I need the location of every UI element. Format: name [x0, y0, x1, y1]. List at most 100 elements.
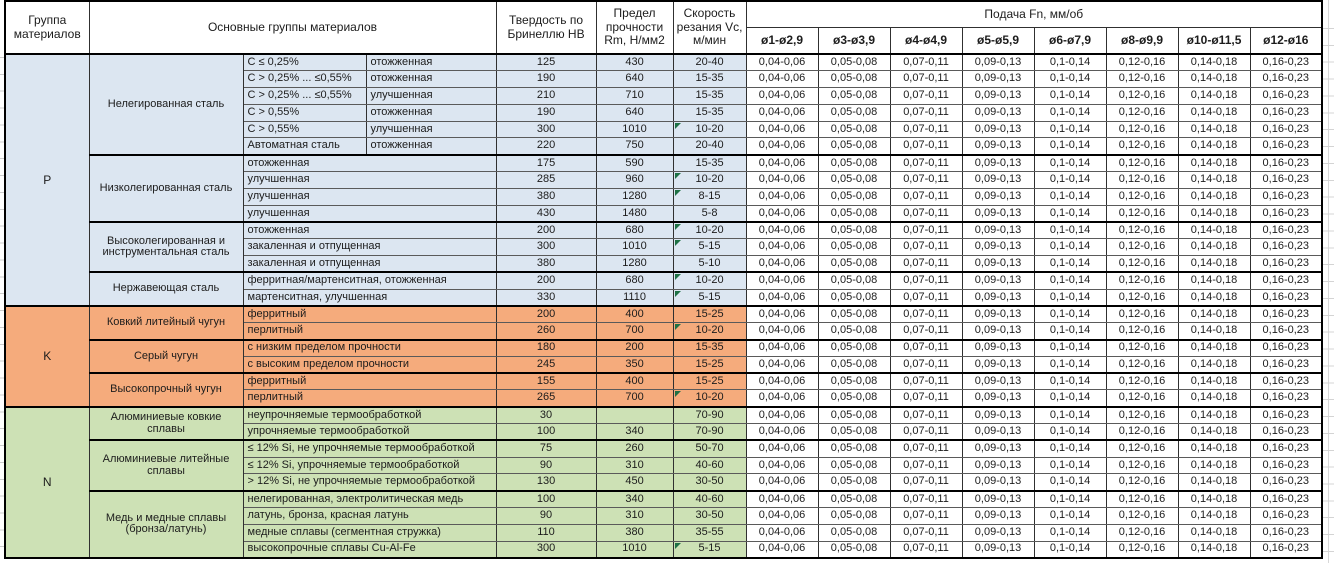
speed-value: 70-90: [695, 424, 724, 437]
feed-cell: 0,04-0,06: [745, 322, 819, 341]
feed-cell: 0,04-0,06: [745, 439, 819, 458]
gridline-stub-left: [0, 57, 4, 563]
feed-cell: 0,04-0,06: [745, 489, 819, 509]
speed-cell: 20-40: [672, 53, 747, 72]
feed-cell: 0,09-0,13: [961, 271, 1035, 290]
feed-cell: 0,05-0,08: [817, 355, 891, 374]
state-cell: отожженная: [365, 53, 497, 72]
feed-cell: 0,09-0,13: [961, 322, 1035, 341]
state-cell: перлитный: [242, 322, 497, 341]
state-cell: отожженная: [242, 153, 497, 173]
state-cell: закаленная и отпущенная: [242, 255, 497, 273]
strength-cell: 590: [595, 153, 674, 173]
speed-cell: 10-20: [672, 271, 747, 290]
speed-cell: 5-10: [672, 255, 747, 273]
feed-cell: 0,1-0,14: [1033, 204, 1107, 223]
feed-cell: 0,05-0,08: [817, 507, 891, 525]
feed-cell: 0,1-0,14: [1033, 372, 1107, 391]
speed-cell: 10-20: [672, 120, 747, 139]
header-hardness-col: Твердость по Бринеллю НВ: [495, 0, 597, 55]
hardness-cell: 380: [495, 255, 597, 273]
feed-cell: 0,05-0,08: [817, 372, 891, 391]
speed-cell: 15-35: [672, 338, 747, 357]
feed-cell: 0,09-0,13: [961, 540, 1035, 559]
feed-cell: 0,09-0,13: [961, 523, 1035, 542]
speed-value: 30-50: [695, 509, 724, 522]
strength-cell: 450: [595, 473, 674, 492]
feed-cell: 0,05-0,08: [817, 137, 891, 156]
speed-cell: 15-35: [672, 70, 747, 89]
strength-cell: 1480: [595, 204, 674, 223]
hardness-cell: 90: [495, 456, 597, 475]
feed-cell: 0,04-0,06: [745, 103, 819, 122]
feed-cell: 0,14-0,18: [1177, 389, 1251, 408]
feed-cell: 0,07-0,11: [889, 103, 963, 122]
table-row: C > 0,25% ... ≤0,55% отожженная 190 640 15-3…: [5, 70, 1323, 89]
feed-cell: 0,14-0,18: [1177, 355, 1251, 374]
feed-cell: 0,05-0,08: [817, 87, 891, 105]
state-cell: улучшенная: [242, 204, 497, 223]
speed-value: 15-35: [695, 341, 724, 354]
feed-cell: 0,1-0,14: [1033, 304, 1107, 324]
state-cell: улучшенная: [365, 120, 497, 139]
feed-cell: 0,09-0,13: [961, 255, 1035, 273]
speed-cell: 15-35: [672, 153, 747, 173]
table-row: ≤ 12% Si, упрочняемые термообработкой 90 3…: [5, 456, 1323, 475]
feed-cell: 0,12-0,16: [1105, 70, 1179, 89]
feed-cell: 0,12-0,16: [1105, 271, 1179, 290]
speed-cell: 5-8: [672, 204, 747, 223]
diameter-header-cell: ø5-ø5,9: [961, 26, 1035, 55]
state-cell: нелегированная, электролитическая медь: [242, 489, 497, 509]
strength-cell: 710: [595, 87, 674, 105]
feed-cell: 0,14-0,18: [1177, 322, 1251, 341]
feed-cell: 0,05-0,08: [817, 255, 891, 273]
feed-cell: 0,07-0,11: [889, 473, 963, 492]
feed-cell: 0,05-0,08: [817, 187, 891, 206]
strength-cell: 1010: [595, 540, 674, 559]
speed-value: 30-50: [695, 475, 724, 488]
feed-cell: 0,1-0,14: [1033, 507, 1107, 525]
feed-cell: 0,14-0,18: [1177, 523, 1251, 542]
table-body: P Нелегированная сталь C ≤ 0,25% отожженная…: [4, 53, 1323, 559]
feed-cell: 0,1-0,14: [1033, 187, 1107, 206]
speed-cell: 15-25: [672, 372, 747, 391]
feed-cell: 0,14-0,18: [1177, 372, 1251, 391]
feed-cell: 0,07-0,11: [889, 372, 963, 391]
feed-cell: 0,14-0,18: [1177, 187, 1251, 206]
feed-cell: 0,16-0,23: [1249, 53, 1323, 72]
strength-cell: [595, 405, 674, 425]
feed-cell: 0,16-0,23: [1249, 220, 1323, 240]
state-cell: ≤ 12% Si, упрочняемые термообработкой: [242, 456, 497, 475]
feed-cell: 0,16-0,23: [1249, 423, 1323, 441]
feed-cell: 0,05-0,08: [817, 322, 891, 341]
feed-cell: 0,09-0,13: [961, 456, 1035, 475]
feed-cell: 0,04-0,06: [745, 304, 819, 324]
feed-cell: 0,04-0,06: [745, 288, 819, 307]
spec-cell: C ≤ 0,25%: [242, 53, 367, 72]
table-row: закаленная и отпущенная 300 1010 5-15 0,04-0…: [5, 238, 1323, 257]
machining-feed-table: Группа материалов Основные группы матери…: [4, 0, 1324, 559]
diameter-header-cell: ø12-ø16: [1249, 26, 1323, 55]
speed-value: 15-35: [695, 156, 724, 169]
feed-cell: 0,14-0,18: [1177, 473, 1251, 492]
feed-cell: 0,1-0,14: [1033, 405, 1107, 425]
feed-cell: 0,12-0,16: [1105, 405, 1179, 425]
hardness-cell: 75: [495, 439, 597, 458]
feed-cell: 0,14-0,18: [1177, 103, 1251, 122]
strength-cell: 1280: [595, 255, 674, 273]
feed-cell: 0,07-0,11: [889, 255, 963, 273]
hardness-cell: 190: [495, 103, 597, 122]
feed-cell: 0,12-0,16: [1105, 423, 1179, 441]
feed-cell: 0,1-0,14: [1033, 271, 1107, 290]
state-cell: улучшенная: [365, 87, 497, 105]
table-row: C > 0,55% отожженная 190 640 15-35 0,04-0,06 0…: [5, 103, 1323, 122]
feed-cell: 0,12-0,16: [1105, 507, 1179, 525]
hardness-cell: 200: [495, 220, 597, 240]
hardness-cell: 300: [495, 238, 597, 257]
speed-cell: 40-60: [672, 489, 747, 509]
feed-cell: 0,09-0,13: [961, 338, 1035, 357]
feed-cell: 0,14-0,18: [1177, 220, 1251, 240]
feed-cell: 0,07-0,11: [889, 220, 963, 240]
feed-cell: 0,07-0,11: [889, 355, 963, 374]
feed-cell: 0,07-0,11: [889, 456, 963, 475]
